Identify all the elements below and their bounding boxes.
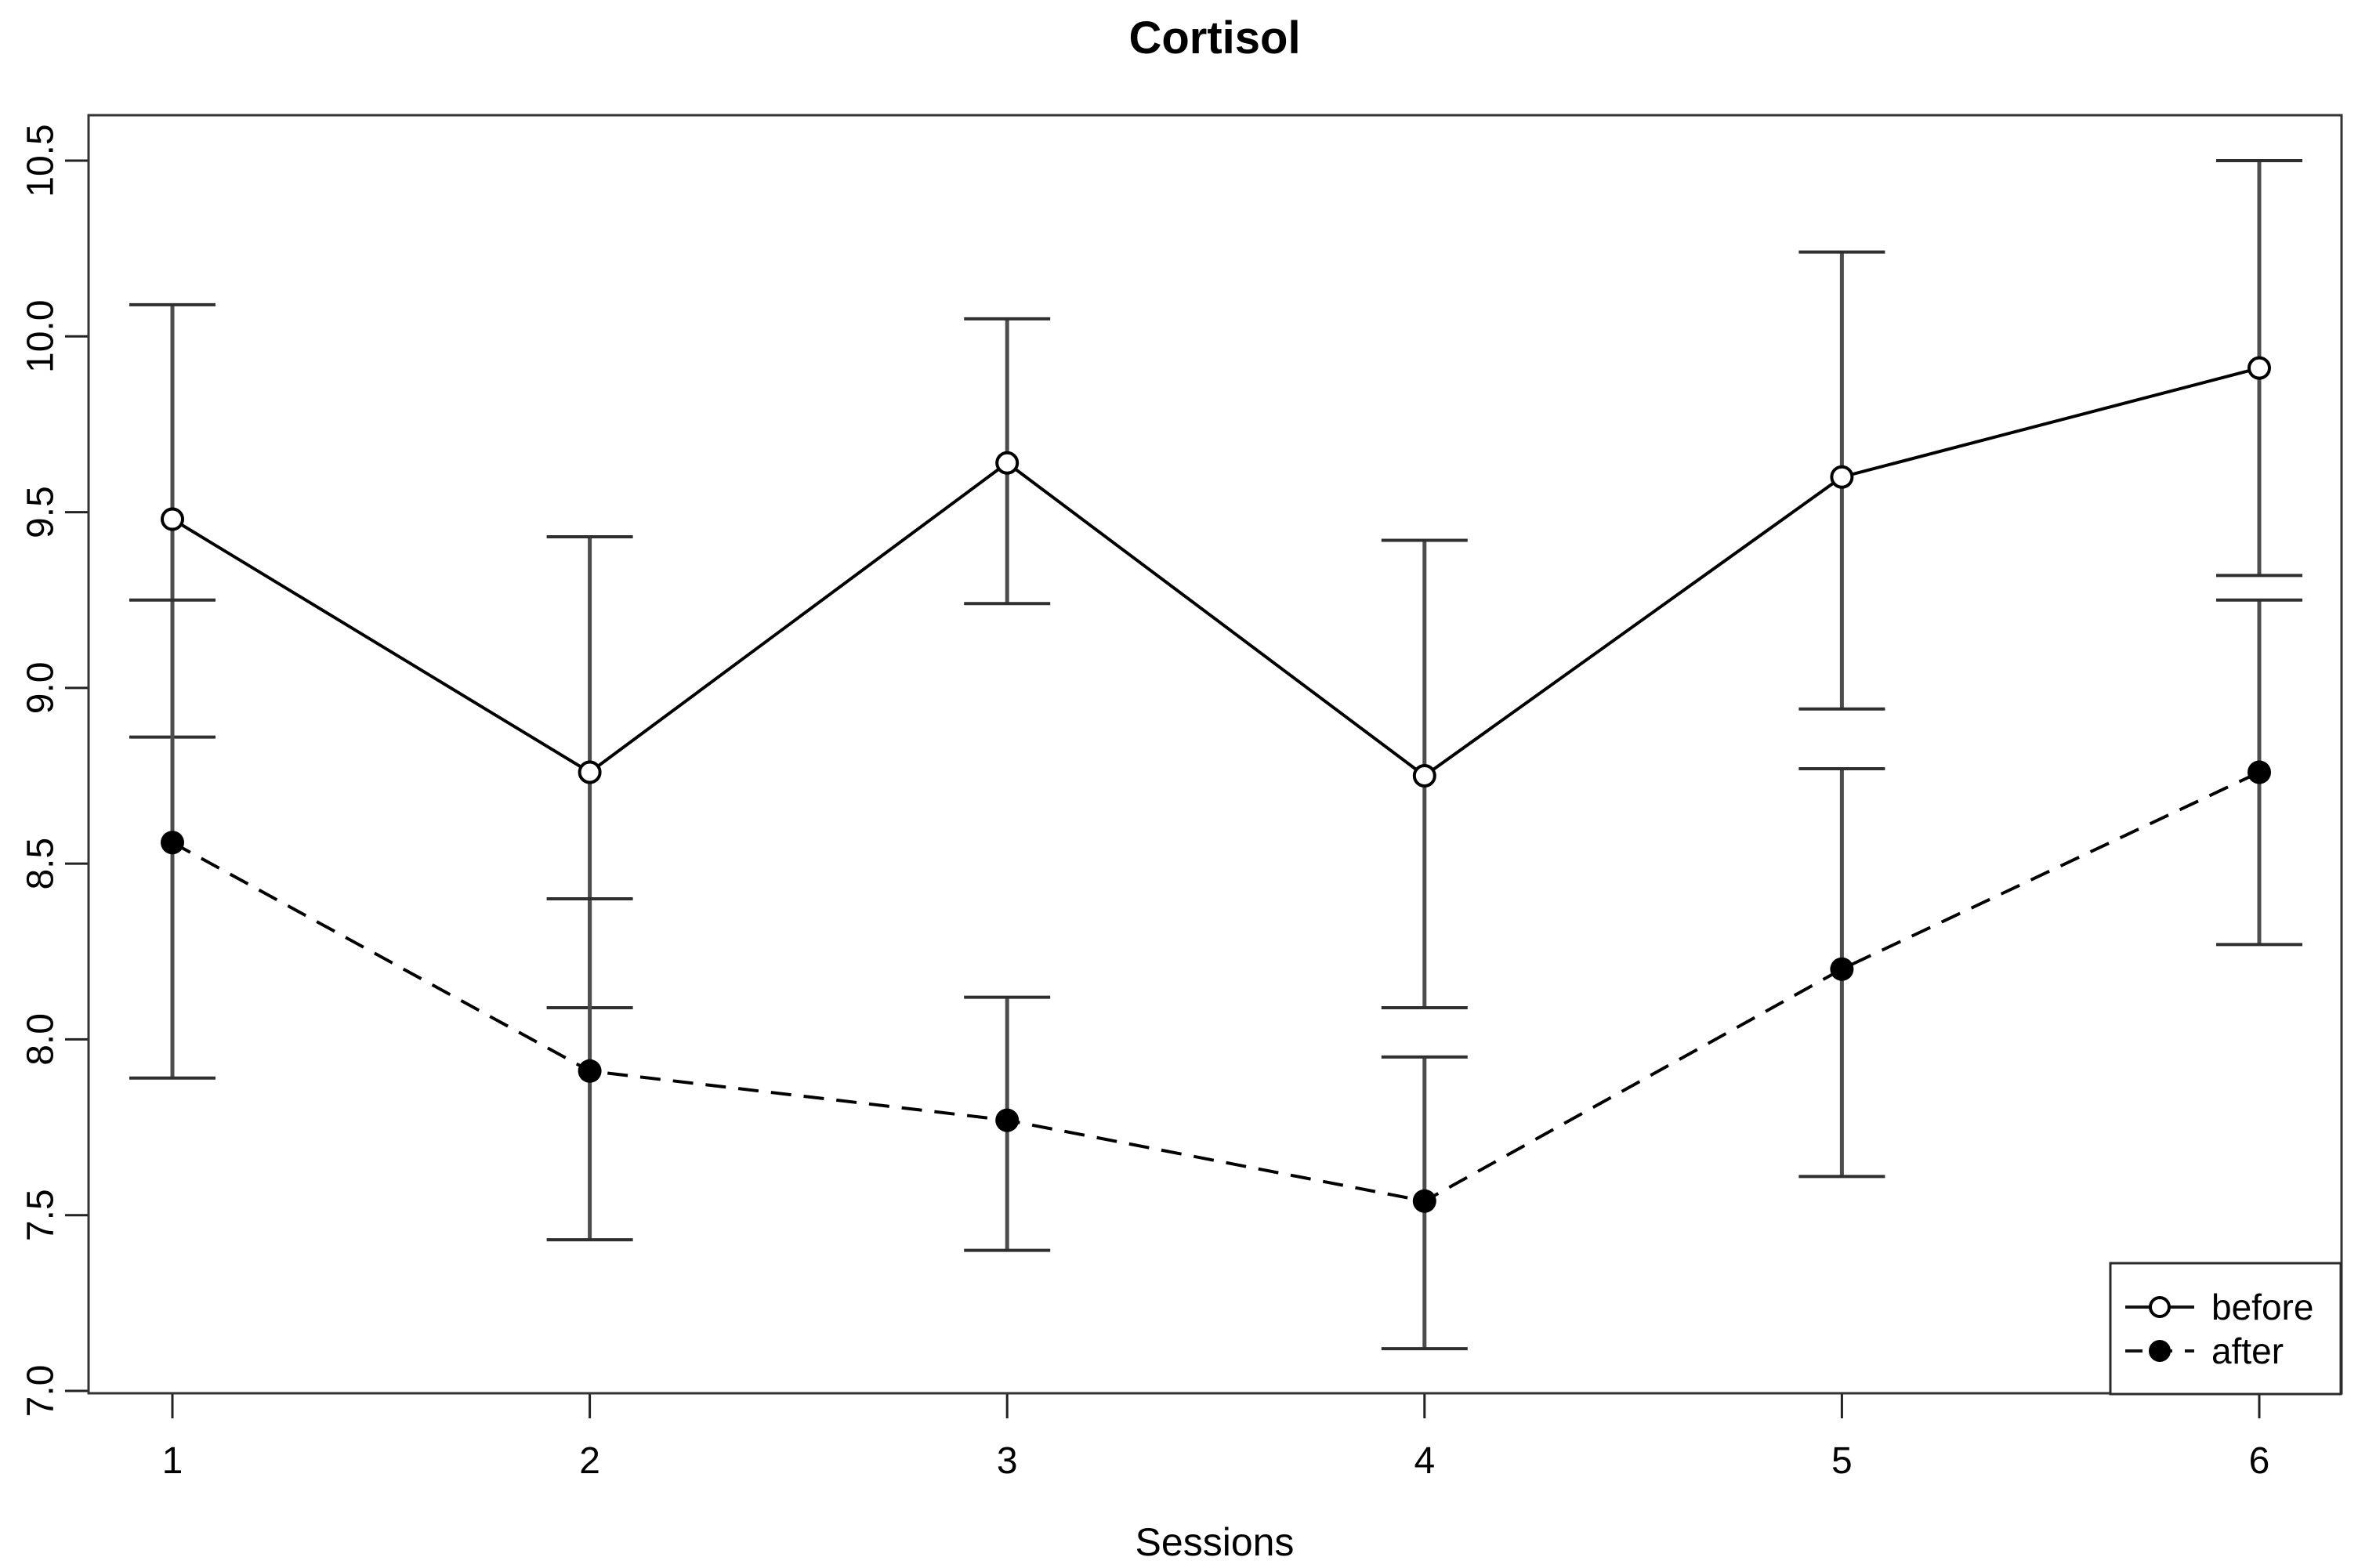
legend-entry-after: after bbox=[2125, 1331, 2284, 1371]
data-point-after bbox=[1830, 957, 1854, 981]
data-point-after bbox=[2248, 760, 2271, 784]
series-line-after bbox=[172, 770, 2260, 1203]
chart-title: Cortisol bbox=[1128, 13, 1300, 63]
series-line-before bbox=[171, 366, 2260, 778]
y-tick-label: 7.5 bbox=[20, 1189, 62, 1241]
y-tick-label: 7.0 bbox=[20, 1365, 62, 1418]
x-axis-label: Sessions bbox=[1136, 1520, 1295, 1564]
legend-entry-before: before bbox=[2125, 1287, 2313, 1327]
data-point-after bbox=[1412, 1189, 1436, 1213]
x-tick-label: 5 bbox=[1831, 1440, 1853, 1482]
data-point-before bbox=[995, 451, 1020, 475]
data-point-after bbox=[161, 831, 184, 855]
x-tick-label: 1 bbox=[162, 1440, 183, 1482]
legend-label-after: after bbox=[2211, 1331, 2284, 1371]
x-tick-label: 6 bbox=[2249, 1440, 2270, 1482]
legend: before after bbox=[2109, 1262, 2342, 1396]
y-tick-label: 10.0 bbox=[20, 300, 62, 373]
y-tick-label: 10.5 bbox=[20, 124, 62, 197]
x-tick-label: 4 bbox=[1414, 1440, 1435, 1482]
y-tick-label: 9.0 bbox=[20, 661, 62, 714]
data-point-before bbox=[2248, 356, 2271, 380]
legend-label-before: before bbox=[2211, 1287, 2313, 1327]
legend-box bbox=[2109, 1262, 2342, 1396]
data-point-before bbox=[161, 507, 184, 531]
legend-open-circle-icon bbox=[2149, 1296, 2171, 1318]
plot-generated-content: 7.0 7.5 8.0 8.5 9.0 9.5 10.0 10.5 1 2 3 4 5 6 bbox=[20, 124, 2302, 1482]
plot-frame bbox=[87, 114, 2343, 1395]
y-tick-label: 9.5 bbox=[20, 486, 62, 538]
y-tick-label: 8.0 bbox=[20, 1013, 62, 1066]
data-point-before bbox=[1830, 465, 1854, 489]
y-tick-label: 8.5 bbox=[20, 838, 62, 890]
x-tick-label: 3 bbox=[997, 1440, 1018, 1482]
data-point-after bbox=[578, 1059, 602, 1083]
x-tick-label: 2 bbox=[579, 1440, 600, 1482]
legend-filled-circle-icon bbox=[2149, 1340, 2171, 1362]
data-point-after bbox=[995, 1108, 1020, 1132]
data-point-before bbox=[578, 760, 602, 784]
data-point-before bbox=[1412, 764, 1436, 788]
